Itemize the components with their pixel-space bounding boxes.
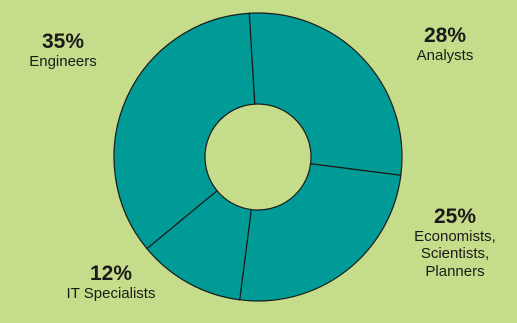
label-engineers-name: Engineers (29, 53, 97, 71)
label-economists-line1: Economists, (414, 228, 496, 246)
label-engineers: 35% Engineers (18, 30, 108, 70)
label-it-name: IT Specialists (66, 285, 156, 303)
slice-engineers (113, 12, 256, 250)
slice-economists (239, 163, 402, 302)
label-it-percent: 12% (89, 262, 133, 285)
label-economists-line3: Planners (425, 262, 485, 280)
slice-analysts (248, 12, 403, 176)
label-analysts-name: Analysts (416, 47, 474, 65)
label-economists-percent: 25% (433, 205, 477, 228)
label-it-specialists: 12% IT Specialists (36, 262, 186, 302)
label-economists: 25% Economists, Scientists, Planners (395, 205, 515, 280)
label-analysts: 28% Analysts (395, 24, 495, 64)
label-analysts-percent: 28% (423, 24, 467, 47)
label-economists-line2: Scientists, (420, 245, 490, 263)
label-engineers-percent: 35% (41, 30, 85, 53)
